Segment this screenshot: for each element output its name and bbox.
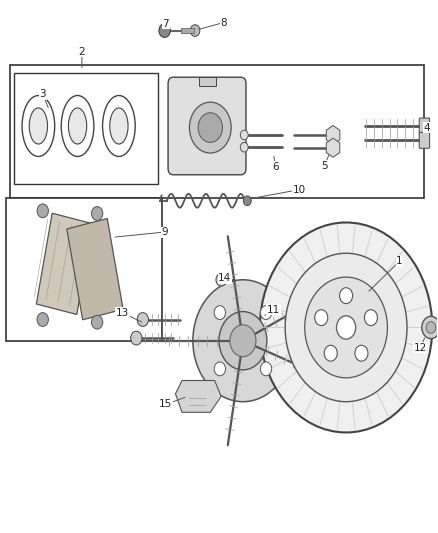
Circle shape [305,277,388,378]
Ellipse shape [61,95,94,157]
Circle shape [214,362,226,376]
Text: 14: 14 [218,273,231,283]
Circle shape [244,196,251,206]
Text: 9: 9 [161,227,168,237]
Circle shape [230,325,256,357]
Ellipse shape [102,95,135,157]
Text: 1: 1 [396,256,403,266]
FancyBboxPatch shape [419,118,430,134]
Circle shape [137,313,148,326]
Circle shape [260,306,272,319]
Circle shape [214,306,226,319]
Circle shape [216,273,226,286]
Circle shape [324,345,337,361]
Text: 13: 13 [116,308,129,318]
Ellipse shape [426,321,436,333]
Polygon shape [36,213,92,314]
Circle shape [339,288,353,304]
Circle shape [198,113,223,142]
Text: 8: 8 [220,18,226,28]
FancyBboxPatch shape [168,77,246,175]
Bar [181,28,194,33]
Text: 6: 6 [272,162,279,172]
Ellipse shape [68,108,87,144]
Circle shape [219,312,267,370]
Circle shape [190,25,200,36]
Text: 4: 4 [424,123,431,133]
Bar [14,73,158,184]
Circle shape [315,310,328,326]
Bar [199,77,216,86]
Text: 12: 12 [414,343,427,353]
Circle shape [260,222,432,432]
Ellipse shape [29,108,47,144]
Circle shape [159,23,170,37]
Text: 15: 15 [159,399,173,409]
Circle shape [92,316,103,329]
Text: 5: 5 [321,161,328,171]
Text: 10: 10 [293,184,306,195]
Circle shape [131,331,142,345]
Circle shape [193,280,293,402]
Ellipse shape [110,108,128,144]
Ellipse shape [422,317,438,338]
Circle shape [189,102,231,153]
Polygon shape [176,381,221,413]
Circle shape [260,362,272,376]
Polygon shape [67,219,123,320]
Text: 3: 3 [39,89,46,99]
Text: 7: 7 [162,19,169,29]
Circle shape [37,204,48,217]
Text: 2: 2 [78,47,85,56]
Bar [10,65,424,198]
Circle shape [285,253,407,402]
Circle shape [336,316,356,339]
Circle shape [364,310,378,326]
Circle shape [37,313,48,326]
Circle shape [240,142,248,152]
Circle shape [355,345,368,361]
Circle shape [92,207,103,220]
FancyBboxPatch shape [419,132,430,148]
Circle shape [240,130,248,140]
Ellipse shape [22,95,55,157]
Bar [6,198,162,341]
Text: 11: 11 [267,305,280,315]
